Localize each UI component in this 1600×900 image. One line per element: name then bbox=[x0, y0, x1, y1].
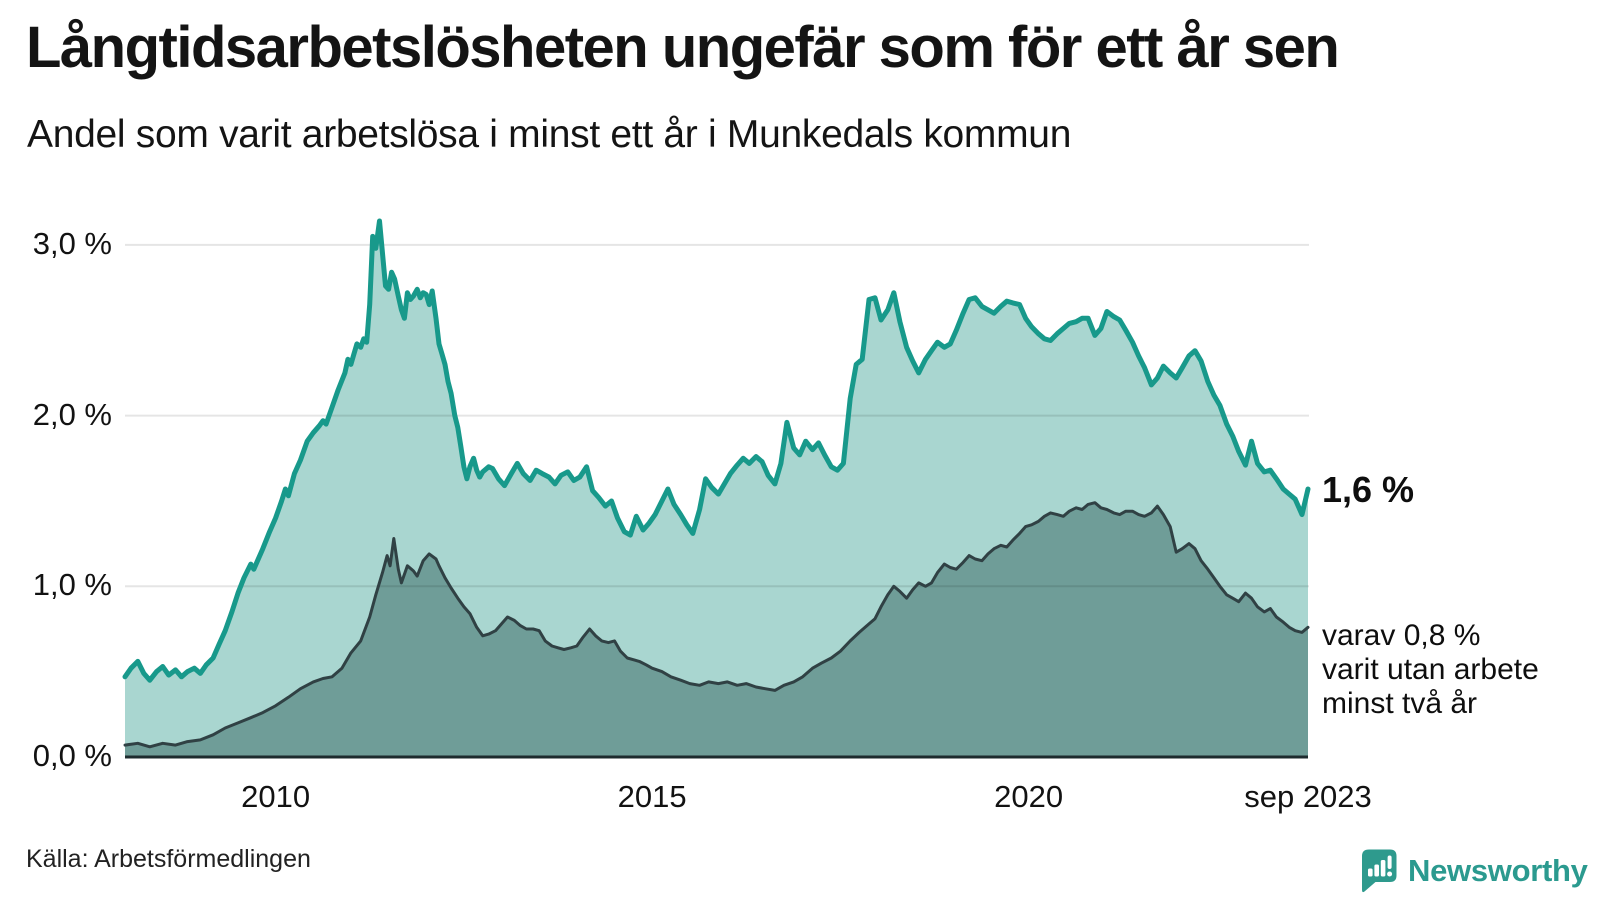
logo-bar-medium bbox=[1374, 864, 1379, 877]
x-axis-label: 2020 bbox=[994, 779, 1064, 814]
page-title: Långtidsarbetslösheten ungefär som för e… bbox=[26, 15, 1340, 80]
logo-bar-small bbox=[1368, 868, 1373, 877]
newsworthy-badge-icon bbox=[1362, 849, 1397, 893]
series-line-one-year bbox=[122, 218, 1311, 683]
end-annotation-text: varav 0,8 % varit utan arbete minst två … bbox=[1322, 619, 1539, 720]
x-axis-label: 2010 bbox=[241, 779, 311, 814]
end-value-label: 1,6 % bbox=[1322, 469, 1415, 510]
page-subtitle: Andel som varit arbetslösa i minst ett å… bbox=[27, 113, 1072, 156]
source-note: Källa: Arbetsförmedlingen bbox=[26, 845, 311, 873]
logo-exclamation-bar bbox=[1387, 855, 1392, 869]
logo-exclamation-dot bbox=[1387, 871, 1393, 877]
x-axis-label: 2015 bbox=[617, 779, 687, 814]
y-axis-label: 1,0 % bbox=[32, 567, 112, 603]
logo-bar-large bbox=[1380, 860, 1386, 877]
y-axis-label: 3,0 % bbox=[32, 225, 112, 261]
y-axis-label: 0,0 % bbox=[32, 738, 112, 773]
newsworthy-logo[interactable]: Newsworthy bbox=[1360, 849, 1588, 893]
newsworthy-logo-text: Newsworthy bbox=[1408, 853, 1588, 888]
x-axis-label: sep 2023 bbox=[1244, 779, 1372, 814]
series-line-two-year bbox=[123, 501, 1310, 749]
y-axis-label: 2,0 % bbox=[32, 396, 112, 432]
series-area-two-year bbox=[125, 502, 1308, 757]
